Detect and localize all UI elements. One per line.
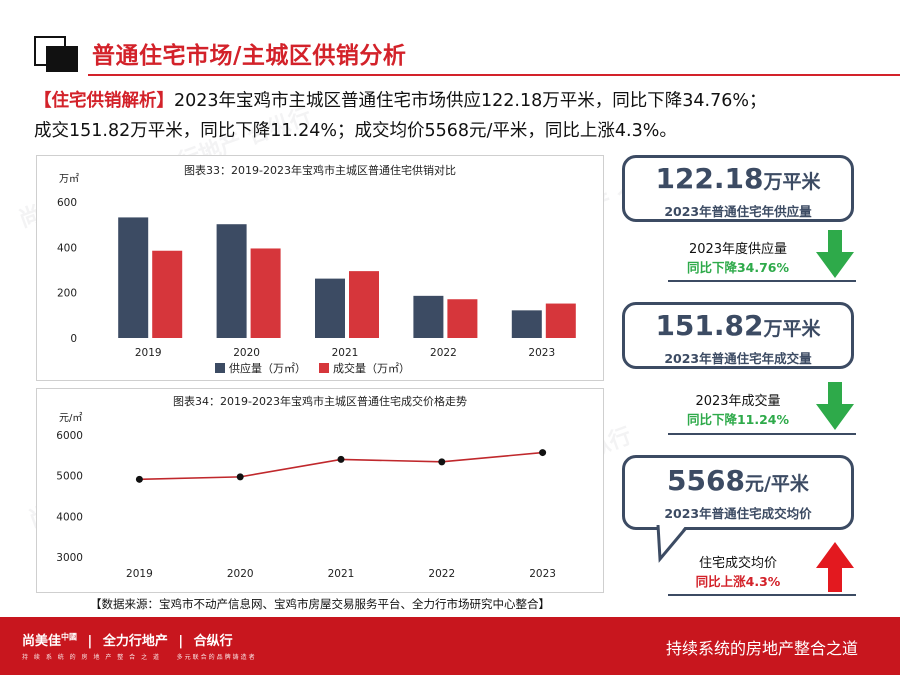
intro-text: 【住宅供销解析】2023年宝鸡市主城区普通住宅市场供应122.18万平米，同比下… — [34, 86, 884, 146]
divider — [668, 433, 856, 435]
bar-supply — [511, 310, 542, 338]
price-point — [337, 455, 345, 463]
page-title: 普通住宅市场/主城区供销分析 — [92, 43, 407, 69]
legend-swatch — [215, 363, 225, 373]
change-label: 住宅成交均价 — [698, 556, 777, 571]
arrow-down-icon — [816, 382, 854, 430]
y-tick-label: 5000 — [56, 471, 83, 483]
change-label: 2023年成交量 — [695, 394, 781, 409]
y-unit-label: 元/㎡ — [59, 412, 82, 424]
divider — [668, 280, 856, 282]
kpi-unit: 元/平米 — [744, 473, 809, 495]
arrow-up-icon — [816, 542, 854, 592]
y-tick-label: 600 — [57, 197, 77, 209]
y-tick-label: 3000 — [56, 552, 83, 564]
footer-tagline1: 持 续 系 统 的 房 地 产 整 合 之 道 — [22, 654, 161, 661]
supply-sales-chart: 图表33：2019-2023年宝鸡市主城区普通住宅供销对比 万㎡ 0 200 400 6… — [36, 155, 604, 381]
price-point — [135, 475, 143, 483]
kpi-change-price: 住宅成交均价 同比上涨4.3% — [668, 552, 808, 590]
price-point — [539, 449, 547, 457]
kpi-change-supply: 2023年度供应量 同比下降34.76% — [668, 238, 808, 276]
brand-shangmeijia: 尚美佳 — [22, 634, 62, 649]
x-tick-label: 2022 — [430, 347, 457, 359]
speech-bubble-tail — [656, 525, 688, 563]
kpi-label: 2023年普通住宅年成交量 — [664, 351, 812, 366]
chart-title: 图表33：2019-2023年宝鸡市主城区普通住宅供销对比 — [184, 164, 456, 177]
kpi-unit: 万平米 — [763, 318, 821, 340]
y-tick-label: 6000 — [56, 430, 83, 442]
y-unit-label: 万㎡ — [59, 173, 79, 185]
data-source: 【数据来源：宝鸡市不动产信息网、宝鸡市房屋交易服务平台、全力行市场研究中心整合】 — [90, 597, 550, 611]
bar-sales — [152, 250, 183, 338]
intro-tag: 【住宅供销解析】 — [34, 91, 174, 111]
y-tick-label: 400 — [57, 242, 77, 254]
x-tick-label: 2020 — [233, 347, 260, 359]
y-tick-label: 200 — [57, 288, 77, 300]
title-underline — [88, 74, 900, 76]
x-tick-label: 2019 — [135, 347, 162, 359]
x-tick-label: 2020 — [227, 568, 254, 580]
line-chart-svg: 元/㎡ 3000 4000 5000 6000 2019 2020 2021 2022 2023 — [56, 412, 556, 580]
bar-sales — [447, 299, 478, 338]
kpi-supply: 122.18万平米 2023年普通住宅年供应量 — [622, 155, 854, 222]
price-point — [438, 458, 446, 466]
x-tick-label: 2021 — [332, 347, 359, 359]
title-logo — [34, 36, 78, 72]
change-value: 同比上涨4.3% — [695, 574, 781, 589]
bar-chart-svg: 万㎡ 0 200 400 600 2019 2020 2021 2022 2023 供应量（万㎡） 成… — [57, 173, 576, 375]
footer: 尚美佳中國 | 全力行地产 | 合纵行 持 续 系 统 的 房 地 产 整 合 … — [0, 617, 900, 675]
divider — [668, 594, 856, 596]
arrow-down-icon — [816, 230, 854, 278]
brand-sup: 中國 — [61, 632, 78, 642]
footer-tagline2: 多元联合的品牌铸造者 — [176, 654, 257, 661]
kpi-unit: 万平米 — [763, 171, 821, 193]
price-point — [236, 473, 244, 481]
kpi-value: 122.18 — [655, 162, 764, 195]
x-tick-label: 2023 — [529, 568, 556, 580]
kpi-price: 5568元/平米 2023年普通住宅成交均价 — [622, 455, 854, 530]
change-value: 同比下降11.24% — [686, 412, 790, 427]
footer-brand: 尚美佳中國 | 全力行地产 | 合纵行 持 续 系 统 的 房 地 产 整 合 … — [22, 632, 257, 661]
chart-title: 图表34：2019-2023年宝鸡市主城区普通住宅成交价格走势 — [173, 395, 467, 408]
brand-quanlixing: 全力行地产 — [102, 634, 168, 649]
x-tick-label: 2019 — [126, 568, 153, 580]
kpi-value: 5568 — [667, 464, 745, 497]
x-tick-label: 2021 — [328, 568, 355, 580]
change-value: 同比下降34.76% — [686, 260, 790, 275]
kpi-value: 151.82 — [655, 309, 764, 342]
bar-supply — [413, 295, 444, 338]
kpi-label: 2023年普通住宅年供应量 — [664, 204, 812, 219]
bar-supply — [315, 278, 345, 338]
kpi-label: 2023年普通住宅成交均价 — [664, 506, 812, 521]
bar-sales — [545, 303, 576, 338]
intro-line1: 2023年宝鸡市主城区普通住宅市场供应122.18万平米，同比下降34.76%； — [174, 91, 767, 111]
bar-sales — [349, 271, 379, 338]
legend-label: 供应量（万㎡） — [229, 361, 306, 375]
legend-label: 成交量（万㎡） — [333, 361, 410, 375]
bar-supply — [216, 224, 247, 338]
price-trend-chart: 图表34：2019-2023年宝鸡市主城区普通住宅成交价格走势 元/㎡ 3000 4… — [36, 388, 604, 593]
legend-swatch — [319, 363, 329, 373]
bar-sales — [250, 248, 281, 338]
intro-line2: 成交151.82万平米，同比下降11.24%；成交均价5568元/平米，同比上涨… — [34, 121, 677, 141]
y-tick-label: 0 — [70, 333, 77, 345]
bar-supply — [118, 217, 149, 338]
x-tick-label: 2022 — [428, 568, 455, 580]
change-label: 2023年度供应量 — [688, 242, 788, 257]
brand-hezongxing: 合纵行 — [193, 634, 233, 649]
kpi-sales: 151.82万平米 2023年普通住宅年成交量 — [622, 302, 854, 369]
y-tick-label: 4000 — [56, 511, 83, 523]
footer-slogan: 持续系统的房地产整合之道 — [665, 639, 858, 658]
kpi-change-sales: 2023年成交量 同比下降11.24% — [668, 390, 808, 428]
x-tick-label: 2023 — [528, 347, 555, 359]
